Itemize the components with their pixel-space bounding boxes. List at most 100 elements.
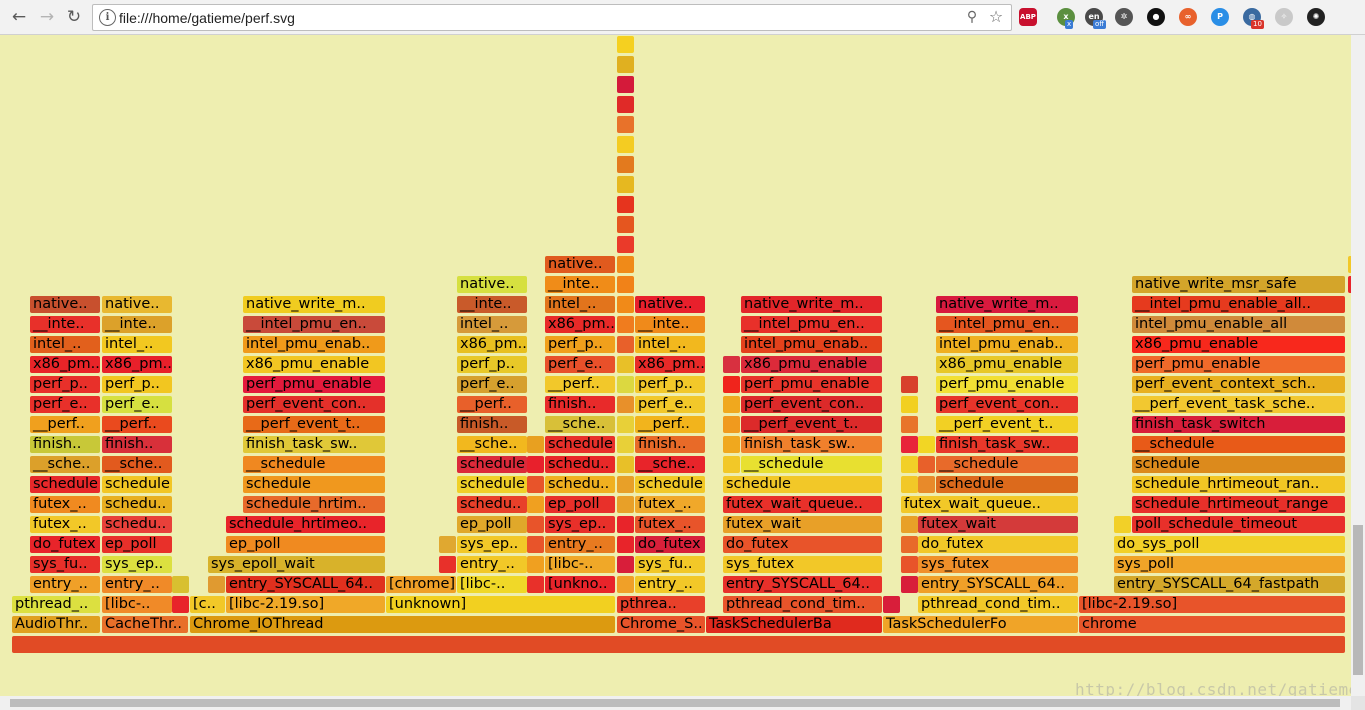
flame-frame[interactable]: perf_pmu_enable [741,376,882,393]
flame-frame[interactable]: schedule [457,456,527,473]
flame-frame[interactable] [439,536,456,553]
flame-frame[interactable] [617,156,634,173]
flame-frame[interactable]: sys_poll [1114,556,1345,573]
flame-frame[interactable]: futex_.. [30,496,100,513]
vertical-scrollbar[interactable] [1351,35,1365,696]
flame-frame[interactable]: sys_futex [723,556,882,573]
flame-frame[interactable]: schedule_hrtimeo.. [226,516,385,533]
flame-frame[interactable]: sys_fu.. [635,556,705,573]
flame-frame[interactable]: ep_poll [457,516,527,533]
flame-frame[interactable] [617,116,634,133]
flame-frame[interactable]: __schedule [936,456,1078,473]
flame-frame[interactable]: perf_pmu_enable [1132,356,1345,373]
flame-frame[interactable]: __perf.. [545,376,615,393]
flame-frame[interactable] [617,256,634,273]
flame-frame[interactable]: entry_.. [635,576,705,593]
flame-frame[interactable]: finish_task_sw.. [936,436,1078,453]
flame-frame[interactable]: __inte.. [545,276,615,293]
flame-frame[interactable]: schedule [102,476,172,493]
flame-frame[interactable]: schedule_hrtimeout_ran.. [1132,476,1345,493]
flame-frame[interactable]: sys_fu.. [30,556,100,573]
flame-frame[interactable]: finish.. [30,436,100,453]
flame-frame[interactable]: perf_e.. [30,396,100,413]
flame-frame[interactable]: do_futex [723,536,882,553]
vertical-scroll-thumb[interactable] [1353,525,1363,675]
flame-frame[interactable]: sys_futex [918,556,1078,573]
flame-frame[interactable] [1114,516,1131,533]
flame-frame[interactable] [1348,256,1351,273]
flame-frame[interactable]: pthread_.. [12,596,100,613]
flame-frame[interactable]: schedule_hrtimeout_range [1132,496,1345,513]
flame-frame[interactable]: schedu.. [102,496,172,513]
flame-frame[interactable]: schedule [457,476,527,493]
flame-frame[interactable] [617,336,634,353]
flame-frame[interactable]: x86_pmu_enable [741,356,882,373]
flame-frame[interactable]: __perf_event_t.. [741,416,882,433]
flame-frame[interactable]: [libc-2.19.so] [226,596,385,613]
flame-frame[interactable] [527,436,544,453]
flame-frame[interactable]: sys_ep.. [457,536,527,553]
flame-frame[interactable]: schedule [635,476,705,493]
flame-frame[interactable]: [libc-.. [457,576,527,593]
flame-frame[interactable]: native.. [102,296,172,313]
flame-frame[interactable]: schedule [243,476,385,493]
flame-frame[interactable]: x86_pm.. [30,356,100,373]
flame-frame[interactable]: AudioThr.. [12,616,100,633]
flame-frame[interactable]: __perf_event_t.. [936,416,1078,433]
flame-frame[interactable] [901,476,918,493]
flame-frame[interactable]: finish_task_sw.. [741,436,882,453]
flame-frame[interactable]: __perf.. [102,416,172,433]
flame-frame[interactable]: perf_e.. [457,376,527,393]
flame-frame[interactable]: __inte.. [102,316,172,333]
flame-frame[interactable]: ep_poll [226,536,385,553]
flame-frame[interactable] [901,416,918,433]
flame-frame[interactable]: Chrome_IOThread [190,616,615,633]
flame-frame[interactable]: x86_pmu_enable [243,356,385,373]
flame-frame[interactable]: futex_.. [635,516,705,533]
flame-frame[interactable] [527,576,544,593]
flame-frame[interactable] [617,416,634,433]
flame-frame[interactable]: perf_event_con.. [243,396,385,413]
flame-frame[interactable]: entry_.. [30,576,100,593]
flame-frame[interactable] [617,556,634,573]
flame-frame[interactable]: x86_pmu_enable [936,356,1078,373]
flame-frame[interactable]: intel_pmu_enab.. [243,336,385,353]
flame-frame[interactable]: intel_.. [635,336,705,353]
flame-frame[interactable]: finish.. [545,396,615,413]
flame-frame[interactable] [617,176,634,193]
flame-frame[interactable]: intel_.. [30,336,100,353]
flame-frame[interactable]: finish.. [457,416,527,433]
adblock-plus-icon[interactable]: ABP [1019,8,1037,26]
flame-frame[interactable] [723,396,740,413]
flame-frame[interactable] [918,456,935,473]
flame-frame[interactable]: perf_p.. [635,376,705,393]
flame-frame[interactable] [617,516,634,533]
flame-frame[interactable] [918,476,935,493]
flame-frame[interactable] [617,276,634,293]
flame-frame[interactable] [617,96,634,113]
flame-frame[interactable]: x86_pm.. [102,356,172,373]
flame-frame[interactable]: __schedule [1132,436,1345,453]
flame-frame[interactable] [527,516,544,533]
flame-frame[interactable]: [libc-.. [545,556,615,573]
flame-frame[interactable]: futex_wait_queue.. [723,496,882,513]
flame-frame[interactable]: [libc-.. [102,596,172,613]
flame-frame[interactable]: entry_SYSCALL_64_fastpath [1114,576,1345,593]
flame-frame[interactable] [527,476,544,493]
flame-frame[interactable]: ep_poll [545,496,615,513]
flame-frame[interactable]: __sche.. [102,456,172,473]
flame-frame[interactable]: [libc-2.19.so] [1079,596,1345,613]
flame-frame[interactable] [1348,276,1351,293]
flame-frame[interactable] [527,456,544,473]
flame-frame[interactable] [723,436,740,453]
flame-frame[interactable]: native.. [635,296,705,313]
flame-frame[interactable]: finish.. [635,436,705,453]
flame-frame[interactable] [208,576,225,593]
flame-frame[interactable] [617,476,634,493]
flame-frame[interactable]: CacheThr.. [102,616,188,633]
puzzle-extension-icon[interactable]: ✧ [1275,8,1293,26]
flame-frame[interactable] [617,236,634,253]
flame-frame[interactable]: __perf.. [635,416,705,433]
flame-frame[interactable]: sys_epoll_wait [208,556,385,573]
flame-frame[interactable]: perf_e.. [102,396,172,413]
